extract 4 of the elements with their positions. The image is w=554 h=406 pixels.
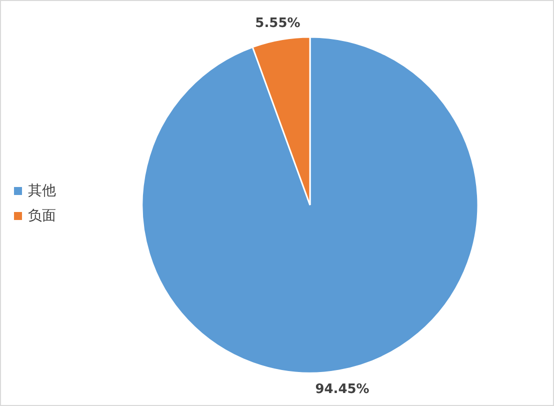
data-label: 5.55% [255, 16, 300, 31]
legend-label: 其他 [28, 183, 56, 199]
data-label: 94.45% [315, 382, 370, 398]
legend-label: 负面 [28, 208, 56, 224]
